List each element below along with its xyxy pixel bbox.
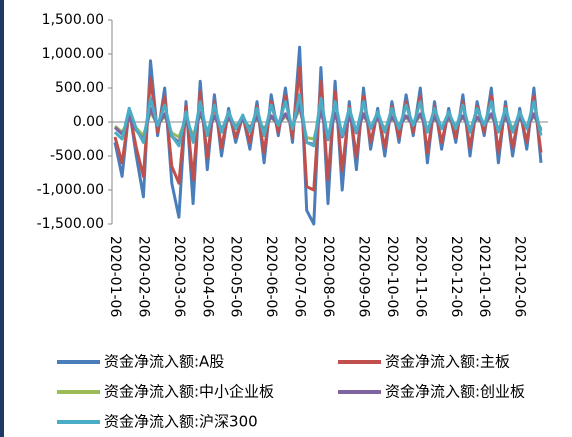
x-tick-label: 2020-02-06 [135,236,151,317]
series-line [113,45,543,226]
x-tick-label: 2020-01-06 [107,236,123,317]
left-border [0,0,4,437]
x-tick-label: 2020-09-06 [356,236,372,317]
x-tick-label: 2020-06-06 [263,236,279,317]
legend-label: 资金净流入额:沪深300 [104,413,258,431]
y-tick-label: 0.00 [73,114,104,130]
x-tick-label: 2020-12-06 [448,236,464,317]
y-tick-label: -500.00 [50,148,104,164]
legend-label: 资金净流入额:创业板 [385,383,525,401]
x-tick-label: 2021-02-06 [512,236,528,317]
series-line [113,93,543,148]
x-tick-label: 2021-01-06 [476,236,492,317]
y-tick-label: -1,500.00 [37,216,104,232]
x-tick-label: 2020-07-06 [292,236,308,317]
y-tick-label: 1,500.00 [42,12,104,28]
y-tick-label: 1,000.00 [42,46,104,62]
x-tick-label: 2020-08-06 [320,236,336,317]
y-tick-label: -1,000.00 [37,182,104,198]
legend-label: 资金净流入额:A股 [104,353,224,371]
legend-label: 资金净流入额:中小企业板 [104,383,274,401]
series-line [113,66,543,192]
x-tick-label: 2020-04-06 [199,236,215,317]
x-tick-label: 2020-10-06 [384,236,400,317]
legend-label: 资金净流入额:主板 [385,353,510,371]
x-tick-label: 2020-05-06 [228,236,244,317]
x-tick-label: 2020-11-06 [412,236,428,317]
x-tick-label: 2020-03-06 [171,236,187,317]
y-tick-label: 500.00 [55,80,104,96]
